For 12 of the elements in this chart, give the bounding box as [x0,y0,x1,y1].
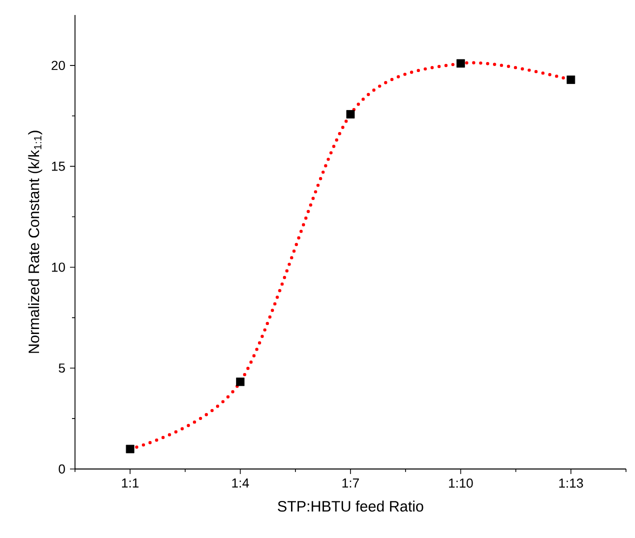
x-tick-label: 1:13 [559,478,583,488]
x-tick-label: 1:7 [342,478,359,488]
x-tick-label: 1:4 [232,478,249,488]
y-tick-label: 5 [58,364,65,373]
y-tick-label: 10 [52,262,65,272]
y-axis-title: Normalized Rate Constant (k/k$_{1:1}$) [28,130,42,353]
y-tick-label: 0 [58,464,65,474]
x-tick-label: 1:10 [449,478,473,488]
x-axis-title: STP:HBTU feed Ratio [278,500,424,512]
y-tick-label: 15 [52,162,65,171]
y-tick-label: 20 [52,60,65,70]
x-tick-label: 1:1 [122,478,138,488]
